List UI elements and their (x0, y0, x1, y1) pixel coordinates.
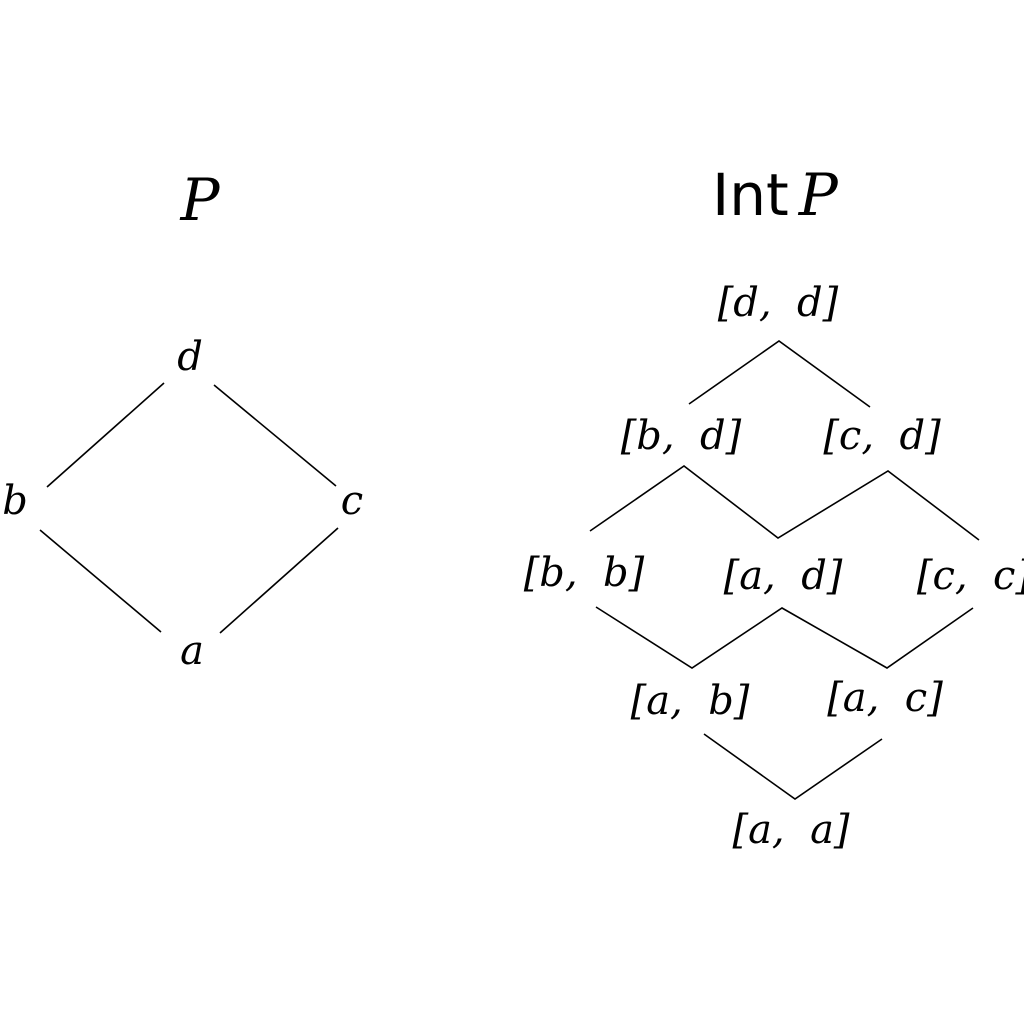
edge-c-a (219, 527, 339, 634)
int-operator: Int (712, 161, 789, 229)
int-symbol: P (798, 161, 839, 229)
node-interval-bb: [b, b] (524, 550, 645, 596)
edge-b-a (39, 529, 162, 633)
interval-poset-title: Int P (712, 161, 839, 229)
node-interval-ac: [a, c] (827, 675, 943, 721)
node-b: b (2, 478, 28, 524)
node-interval-ad: [a, d] (724, 553, 843, 599)
edges-aa (703, 733, 883, 800)
node-interval-dd: [d, d] (718, 280, 839, 326)
node-interval-aa: [a, a] (732, 807, 849, 853)
node-d: d (177, 334, 203, 380)
node-a: a (180, 628, 204, 674)
node-interval-bd: [b, d] (621, 413, 742, 459)
edges-dd (688, 340, 871, 408)
poset-p-title: P (179, 166, 220, 234)
edges-ab-ac (595, 606, 974, 669)
node-interval-ab: [a, b] (631, 678, 750, 724)
edge-d-c (213, 384, 337, 487)
node-c: c (341, 478, 363, 524)
poset-p-diagram: P d b c a (2, 166, 363, 674)
edge-d-b (46, 382, 165, 488)
interval-poset-diagram: Int P [d, d] [b, d] [c, d] [b, b] [a, d] … (524, 161, 1024, 853)
edges-bd-cd (589, 465, 980, 541)
node-interval-cc: [c, c] (917, 553, 1024, 599)
node-interval-cd: [c, d] (823, 413, 941, 459)
